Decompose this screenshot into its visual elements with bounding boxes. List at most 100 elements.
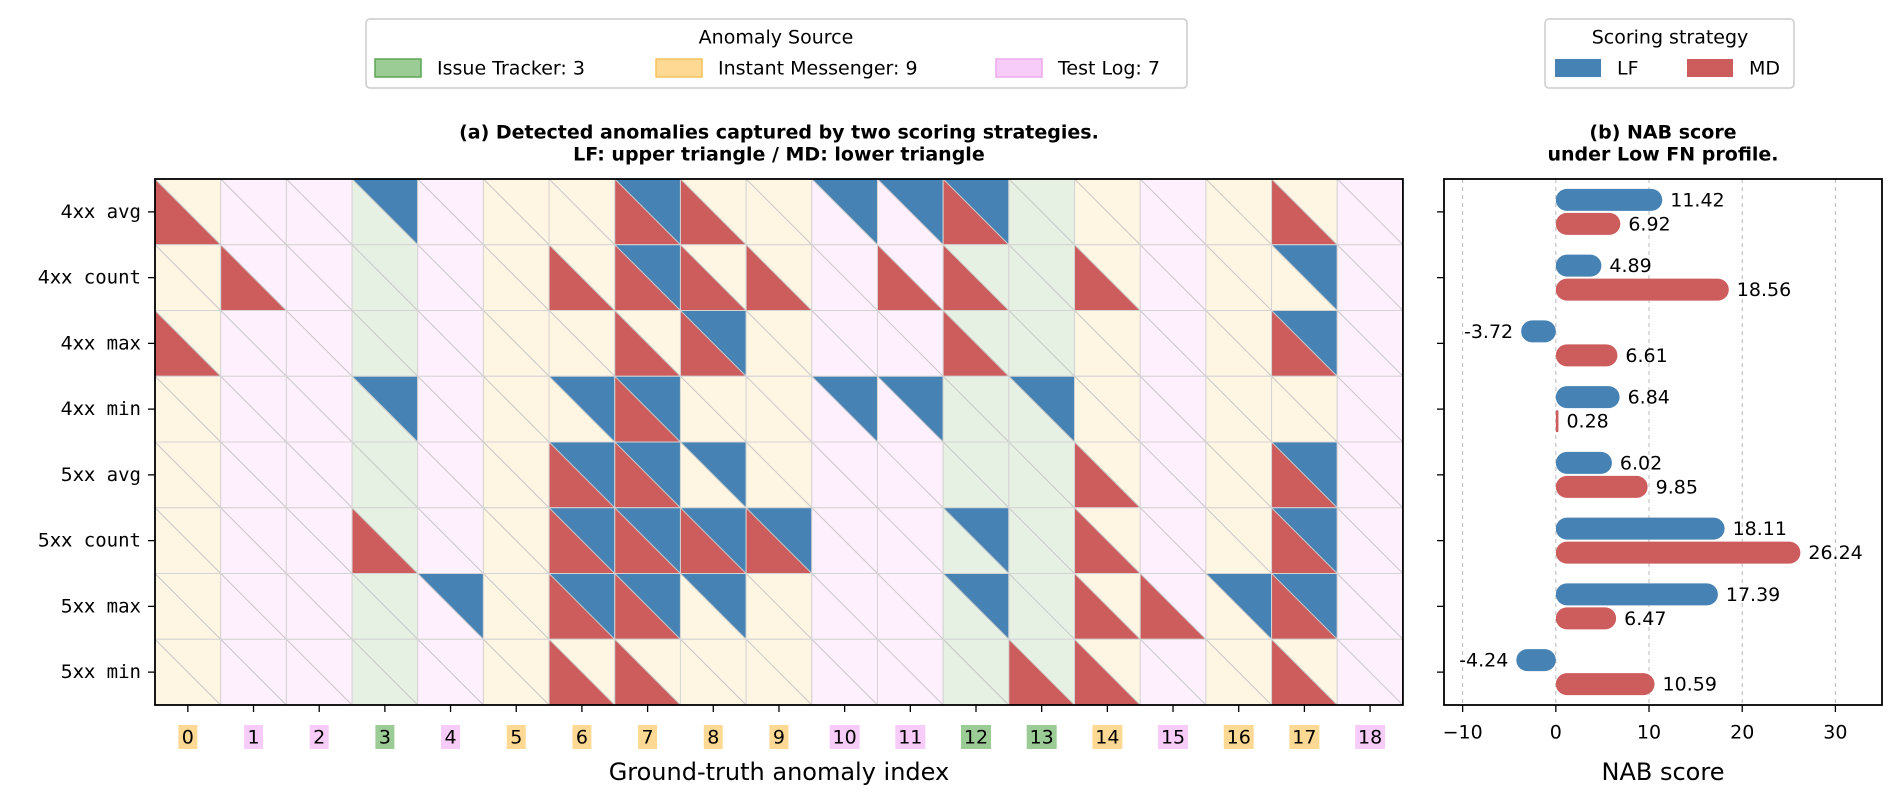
cell-diagonal bbox=[877, 244, 944, 311]
cell-diagonal bbox=[483, 178, 550, 246]
bar-value-label-lf: 6.84 bbox=[1628, 387, 1670, 409]
cell bbox=[942, 375, 1010, 443]
bar-md bbox=[1555, 475, 1648, 498]
cell-diagonal bbox=[1336, 441, 1404, 509]
cell-diagonal bbox=[614, 244, 681, 311]
metric-suffix: avg bbox=[95, 200, 141, 222]
cell bbox=[1008, 638, 1076, 706]
bar-md bbox=[1555, 410, 1559, 433]
cell bbox=[1271, 507, 1338, 574]
cell bbox=[220, 507, 287, 574]
cell bbox=[482, 310, 550, 377]
x-tick-label: 20 bbox=[1730, 722, 1754, 744]
cell bbox=[1271, 310, 1338, 377]
cell-diagonal bbox=[1074, 178, 1141, 246]
cell bbox=[1336, 310, 1404, 377]
cell-diagonal bbox=[417, 638, 484, 706]
x-tick-label: 7 bbox=[642, 727, 654, 749]
cell bbox=[1139, 375, 1207, 443]
legend-swatch-md bbox=[1687, 59, 1733, 77]
cell-diagonal bbox=[877, 638, 944, 706]
cell-diagonal bbox=[614, 441, 681, 509]
x-tick-label: 30 bbox=[1823, 722, 1847, 744]
cell-diagonal bbox=[417, 375, 484, 443]
cell-diagonal bbox=[1074, 244, 1141, 311]
cell bbox=[351, 441, 419, 509]
cell-diagonal bbox=[154, 638, 222, 706]
cell bbox=[220, 638, 287, 706]
cell-diagonal bbox=[1074, 507, 1141, 574]
cell-diagonal bbox=[1074, 573, 1141, 640]
y-tick-label: 4xx max bbox=[61, 332, 141, 354]
cell-diagonal bbox=[286, 310, 353, 377]
cell-diagonal bbox=[1336, 375, 1404, 443]
cell-diagonal bbox=[745, 178, 813, 246]
cell bbox=[1008, 310, 1076, 377]
cell bbox=[285, 638, 353, 706]
cell bbox=[679, 441, 747, 509]
cell bbox=[1205, 507, 1273, 574]
cell bbox=[482, 638, 550, 706]
cell bbox=[482, 375, 550, 443]
cell-diagonal bbox=[1205, 441, 1272, 509]
cell bbox=[351, 507, 419, 574]
cell-diagonal bbox=[942, 310, 1010, 377]
cell bbox=[679, 638, 747, 706]
cell bbox=[745, 573, 813, 640]
cell-diagonal bbox=[1008, 573, 1075, 640]
bar-value-label-lf: 11.42 bbox=[1670, 189, 1724, 211]
cell-diagonal bbox=[483, 507, 550, 574]
cell-diagonal bbox=[548, 310, 616, 377]
cell-diagonal bbox=[745, 441, 813, 509]
cell bbox=[220, 244, 287, 311]
x-tick-label: 10 bbox=[1637, 722, 1661, 744]
cell bbox=[154, 573, 222, 640]
cell bbox=[745, 441, 813, 509]
cell bbox=[942, 441, 1010, 509]
x-tick-label: 13 bbox=[1030, 727, 1054, 749]
cell-diagonal bbox=[1271, 310, 1338, 377]
cell bbox=[1139, 573, 1207, 640]
cell bbox=[548, 310, 616, 377]
cell-diagonal bbox=[811, 178, 878, 246]
cell-diagonal bbox=[483, 244, 550, 311]
cell bbox=[351, 638, 419, 706]
bar-value-label-lf: -4.24 bbox=[1459, 650, 1508, 672]
cell bbox=[942, 638, 1010, 706]
cell-diagonal bbox=[154, 573, 222, 640]
cell bbox=[1074, 310, 1141, 377]
cell-diagonal bbox=[1139, 573, 1207, 640]
cell-diagonal bbox=[154, 441, 222, 509]
metric-prefix: 4xx bbox=[61, 398, 96, 420]
x-tick-badge bbox=[1026, 725, 1057, 749]
cell-diagonal bbox=[1008, 375, 1075, 443]
cell-diagonal bbox=[614, 178, 681, 246]
cell bbox=[1271, 178, 1338, 246]
cell bbox=[351, 244, 419, 311]
cell-diagonal bbox=[220, 573, 287, 640]
cell bbox=[285, 573, 353, 640]
cell bbox=[1139, 507, 1207, 574]
cell bbox=[154, 310, 222, 377]
cell bbox=[1336, 375, 1404, 443]
x-tick-badge bbox=[703, 725, 723, 749]
cell-diagonal bbox=[745, 310, 813, 377]
cell bbox=[811, 507, 878, 574]
legend-label-im: Instant Messenger: 9 bbox=[718, 58, 918, 80]
cell-diagonal bbox=[877, 178, 944, 246]
bar-value-label-md: 0.28 bbox=[1566, 411, 1608, 433]
legend-label-lf: LF bbox=[1617, 58, 1639, 80]
bar-md bbox=[1555, 607, 1617, 630]
cell-diagonal bbox=[351, 573, 419, 640]
legend-scoring-strategy: Scoring strategy LF MD bbox=[1544, 18, 1795, 89]
cell bbox=[876, 638, 944, 706]
metric-suffix: min bbox=[95, 661, 141, 683]
cell bbox=[220, 441, 287, 509]
cell bbox=[154, 441, 222, 509]
cell-diagonal bbox=[680, 507, 747, 574]
cell-diagonal bbox=[220, 244, 287, 311]
cell bbox=[1271, 244, 1338, 311]
cell bbox=[1074, 375, 1141, 443]
cell-diagonal bbox=[942, 507, 1010, 574]
